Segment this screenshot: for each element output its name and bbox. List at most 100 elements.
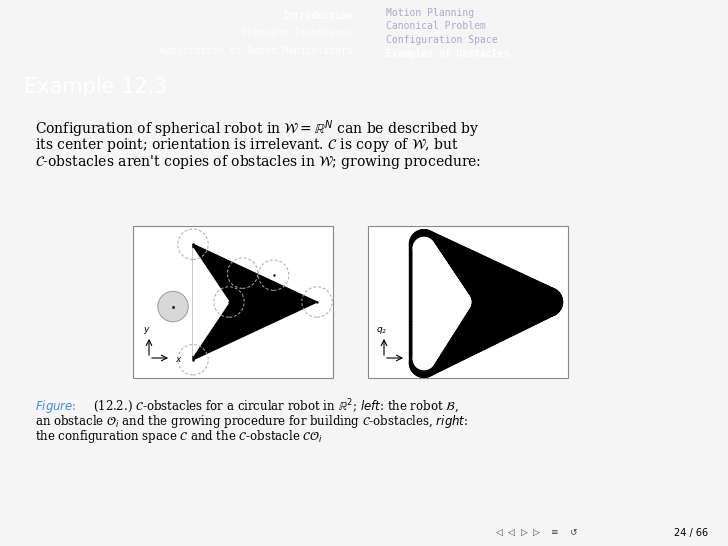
Circle shape bbox=[501, 302, 531, 333]
Circle shape bbox=[456, 251, 487, 282]
Circle shape bbox=[409, 333, 439, 363]
Circle shape bbox=[413, 328, 435, 351]
Circle shape bbox=[413, 305, 435, 328]
Circle shape bbox=[424, 340, 455, 370]
Polygon shape bbox=[424, 244, 548, 363]
Circle shape bbox=[421, 249, 443, 272]
Circle shape bbox=[479, 313, 509, 343]
Circle shape bbox=[409, 329, 439, 360]
Circle shape bbox=[409, 232, 439, 263]
Circle shape bbox=[530, 286, 560, 316]
Circle shape bbox=[422, 235, 452, 265]
Circle shape bbox=[413, 268, 435, 291]
Circle shape bbox=[413, 313, 435, 336]
Circle shape bbox=[413, 294, 435, 316]
Text: Introduction: Introduction bbox=[282, 11, 353, 21]
Circle shape bbox=[437, 272, 459, 295]
Polygon shape bbox=[193, 244, 317, 360]
Circle shape bbox=[435, 311, 459, 334]
Circle shape bbox=[412, 346, 443, 376]
Circle shape bbox=[446, 295, 469, 318]
Circle shape bbox=[514, 278, 544, 308]
Circle shape bbox=[448, 289, 470, 312]
Circle shape bbox=[422, 333, 445, 355]
Text: Motion Planning: Motion Planning bbox=[386, 8, 474, 17]
Circle shape bbox=[409, 321, 439, 351]
Circle shape bbox=[417, 244, 440, 266]
Circle shape bbox=[428, 238, 459, 268]
Circle shape bbox=[419, 337, 442, 360]
Circle shape bbox=[442, 281, 465, 304]
Circle shape bbox=[431, 264, 454, 287]
Circle shape bbox=[416, 241, 438, 264]
Circle shape bbox=[409, 345, 439, 375]
Circle shape bbox=[423, 252, 446, 275]
Circle shape bbox=[517, 295, 547, 325]
Circle shape bbox=[438, 275, 462, 298]
Circle shape bbox=[409, 284, 439, 314]
Circle shape bbox=[441, 302, 464, 325]
Circle shape bbox=[431, 239, 462, 270]
Circle shape bbox=[413, 325, 435, 347]
Circle shape bbox=[413, 330, 435, 353]
Circle shape bbox=[479, 262, 509, 292]
Text: (12.2.) $\mathcal{C}$-obstacles for a circular robot in $\mathbb{R}^2$; $\mathit: (12.2.) $\mathcal{C}$-obstacles for a ci… bbox=[93, 398, 459, 416]
Circle shape bbox=[533, 287, 563, 317]
Circle shape bbox=[413, 237, 435, 260]
Circle shape bbox=[434, 269, 456, 292]
Circle shape bbox=[466, 256, 496, 286]
Circle shape bbox=[413, 248, 435, 271]
Circle shape bbox=[409, 323, 439, 354]
Circle shape bbox=[414, 240, 438, 263]
Circle shape bbox=[426, 256, 448, 279]
Circle shape bbox=[409, 305, 439, 335]
Circle shape bbox=[505, 274, 534, 304]
Circle shape bbox=[507, 275, 538, 305]
Circle shape bbox=[435, 270, 458, 293]
Circle shape bbox=[447, 294, 470, 316]
Circle shape bbox=[432, 266, 455, 289]
Circle shape bbox=[430, 320, 453, 342]
Circle shape bbox=[413, 316, 435, 339]
Circle shape bbox=[488, 266, 518, 296]
Circle shape bbox=[409, 229, 439, 259]
Circle shape bbox=[523, 292, 554, 322]
Circle shape bbox=[409, 257, 439, 287]
Text: Application to Robot Manipulators: Application to Robot Manipulators bbox=[159, 46, 353, 56]
Circle shape bbox=[409, 290, 439, 321]
Circle shape bbox=[413, 251, 435, 274]
Circle shape bbox=[520, 293, 550, 323]
Circle shape bbox=[438, 242, 468, 273]
Circle shape bbox=[422, 251, 445, 274]
Circle shape bbox=[427, 259, 450, 282]
Circle shape bbox=[433, 316, 456, 338]
Circle shape bbox=[409, 247, 439, 278]
Circle shape bbox=[413, 308, 435, 330]
Circle shape bbox=[482, 312, 513, 342]
Circle shape bbox=[459, 323, 490, 353]
Circle shape bbox=[435, 271, 459, 294]
Circle shape bbox=[413, 242, 435, 265]
Circle shape bbox=[409, 229, 439, 259]
Circle shape bbox=[494, 306, 525, 336]
Circle shape bbox=[413, 263, 435, 285]
Circle shape bbox=[488, 308, 518, 339]
Circle shape bbox=[482, 263, 513, 294]
Circle shape bbox=[510, 298, 541, 328]
Circle shape bbox=[438, 274, 460, 297]
Circle shape bbox=[448, 292, 470, 315]
Text: its center point; orientation is irrelevant. $\mathcal{C}$ is copy of $\mathcal{: its center point; orientation is irrelev… bbox=[35, 136, 459, 154]
Circle shape bbox=[447, 288, 470, 311]
Circle shape bbox=[448, 290, 472, 313]
Circle shape bbox=[431, 318, 454, 341]
Circle shape bbox=[444, 330, 474, 361]
Circle shape bbox=[409, 296, 439, 327]
Circle shape bbox=[501, 272, 531, 302]
Circle shape bbox=[418, 339, 441, 361]
Circle shape bbox=[430, 321, 452, 344]
Circle shape bbox=[409, 348, 439, 378]
Circle shape bbox=[413, 274, 435, 296]
Circle shape bbox=[491, 307, 522, 337]
Circle shape bbox=[409, 317, 439, 348]
Circle shape bbox=[413, 311, 435, 334]
